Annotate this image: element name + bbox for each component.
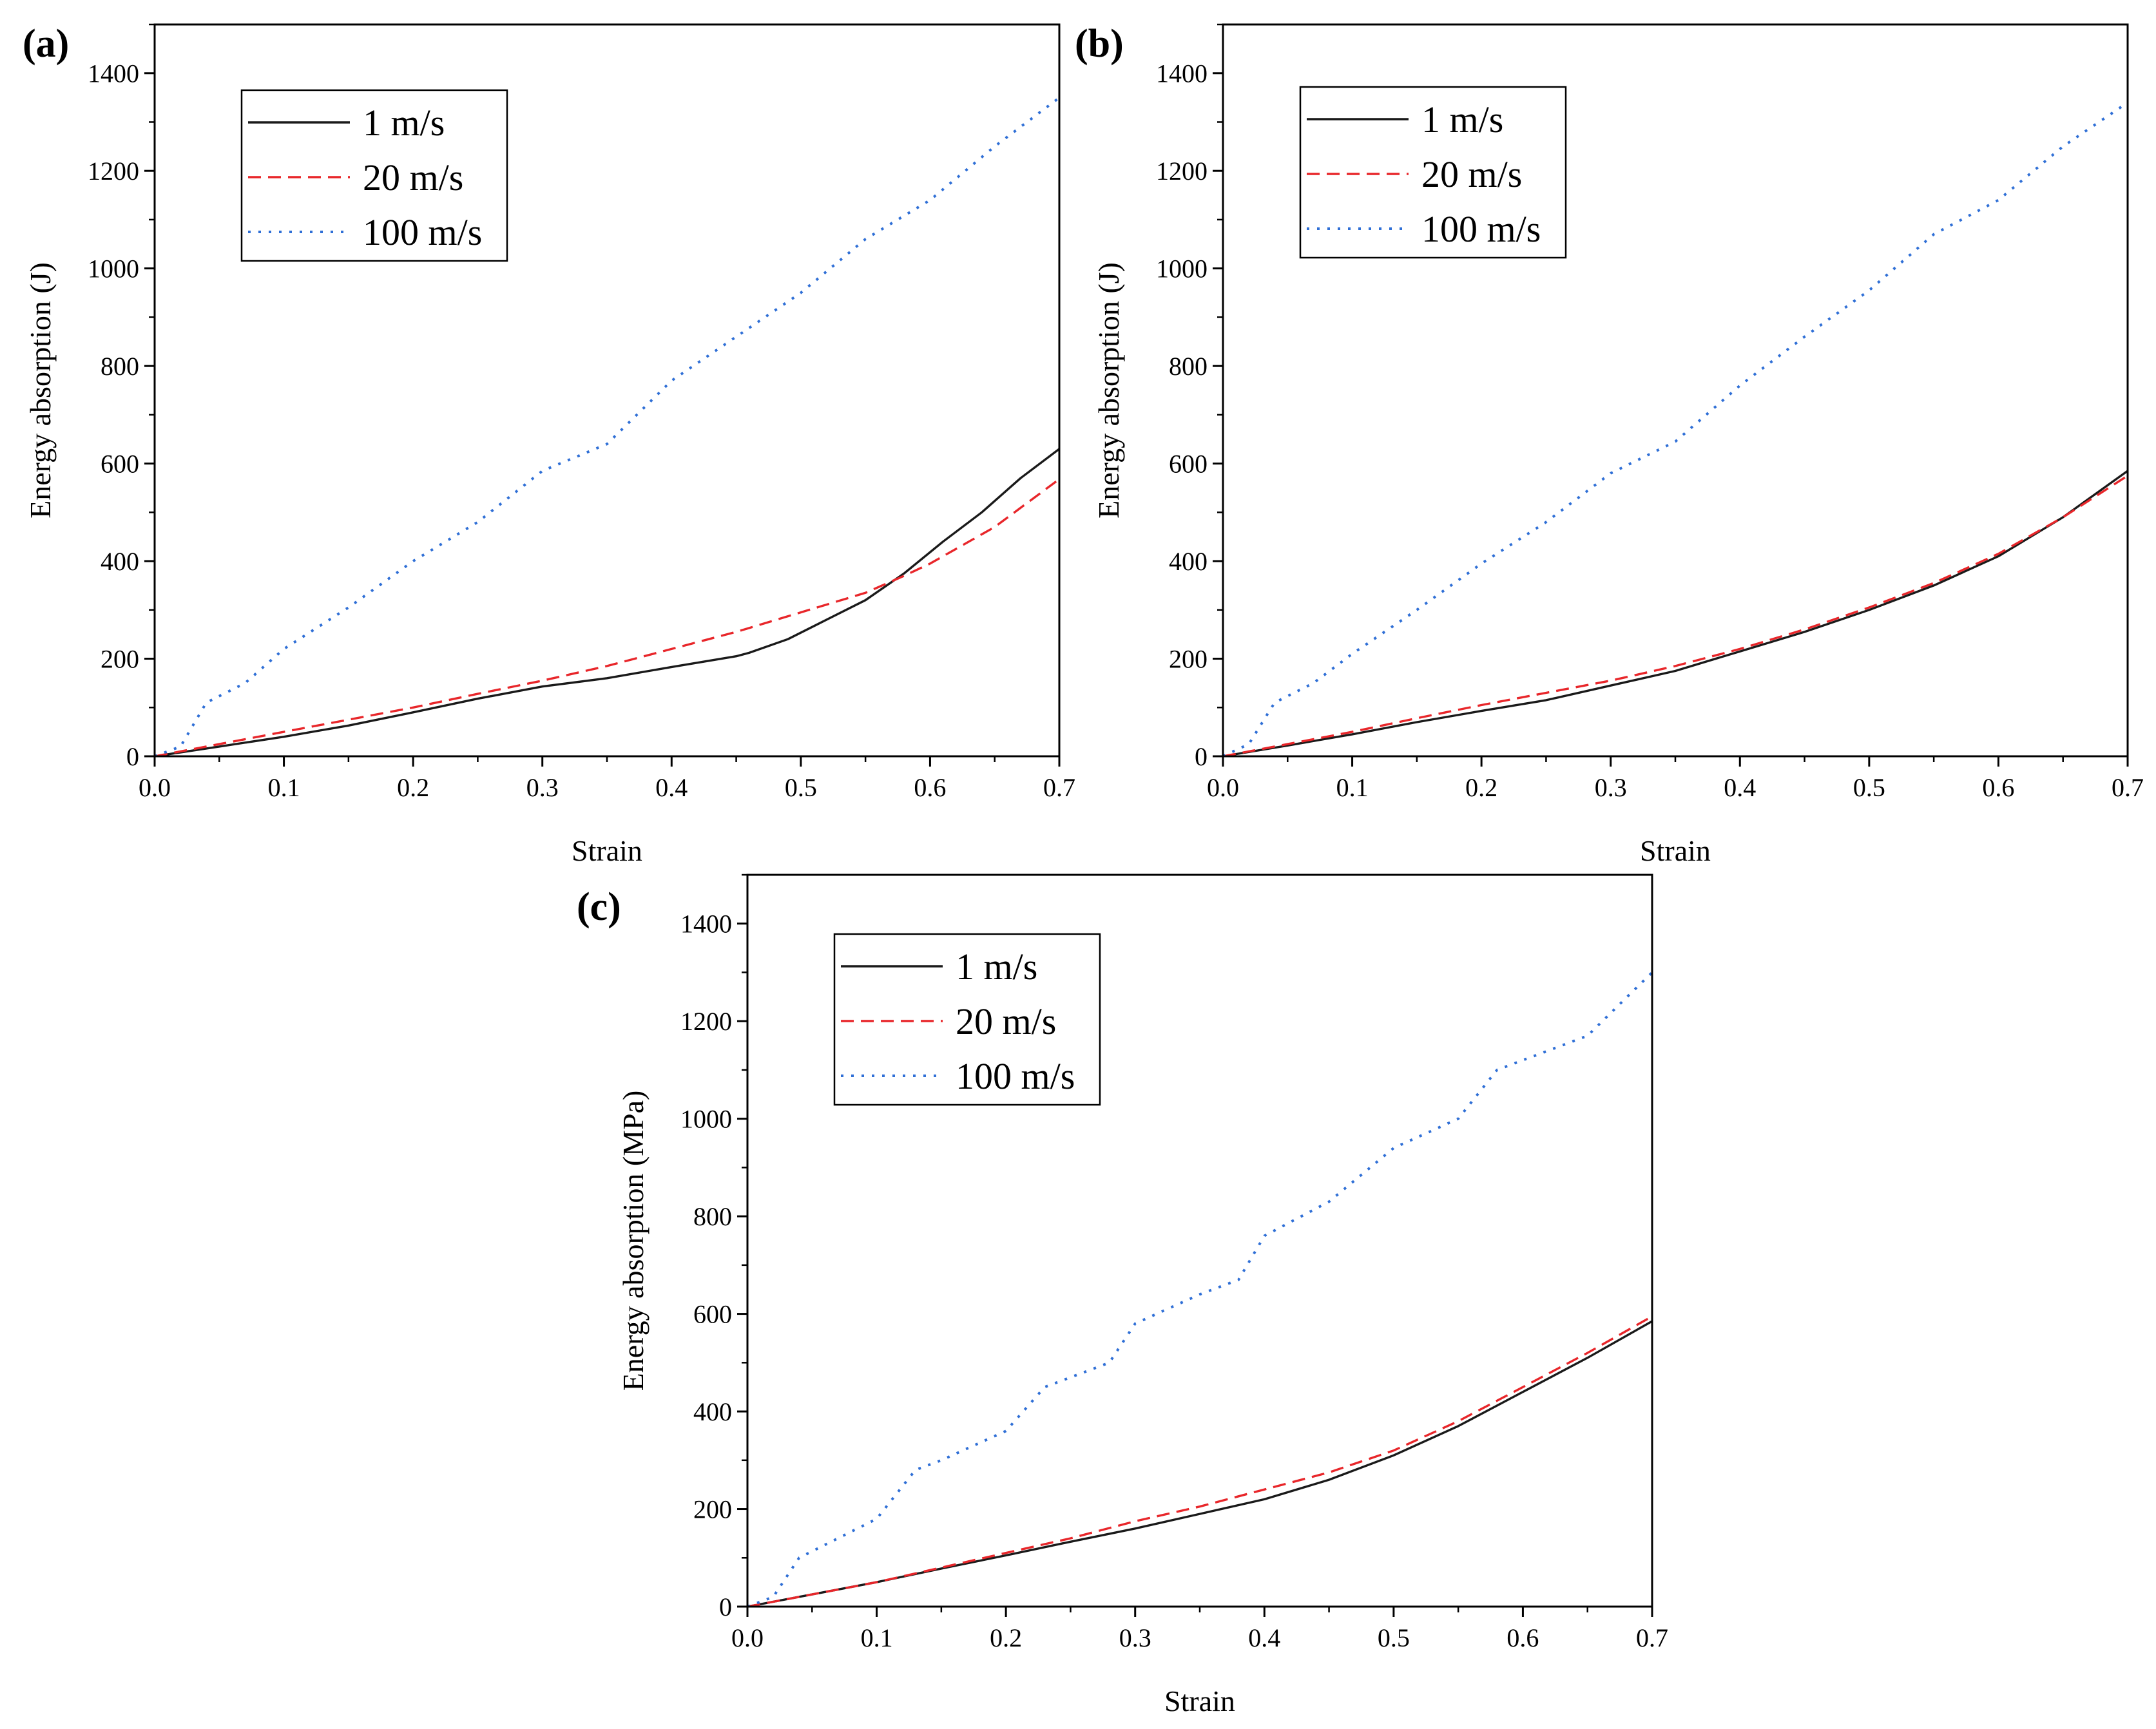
y-tick-label: 200 xyxy=(1169,645,1208,674)
y-tick-label: 1000 xyxy=(88,254,139,283)
legend: 1 m/s 20 m/s 100 m/s xyxy=(1299,86,1567,259)
series-line-dashed xyxy=(1222,475,2128,758)
legend-label: 100 m/s xyxy=(956,1055,1075,1097)
x-tick-label: 0.1 xyxy=(268,773,300,802)
series-line-dashed xyxy=(747,1315,1653,1608)
y-tick-label: 1400 xyxy=(1156,59,1208,88)
x-tick-label: 0.3 xyxy=(526,773,559,802)
y-axis-title: Energy absorption (J) xyxy=(1092,262,1125,519)
y-axis-title: Energy absorption (MPa) xyxy=(617,1091,650,1391)
y-tick-label: 1000 xyxy=(680,1105,732,1134)
y-tick-label: 1400 xyxy=(88,59,139,88)
y-tick-label: 1000 xyxy=(1156,254,1208,283)
y-tick-label: 600 xyxy=(693,1300,732,1329)
panel-label: (b) xyxy=(1075,22,1124,66)
legend-label: 1 m/s xyxy=(1421,99,1503,140)
x-tick-label: 0.5 xyxy=(1853,773,1885,802)
x-tick-label: 0.6 xyxy=(1506,1623,1539,1652)
y-tick-label: 600 xyxy=(101,450,139,479)
y-axis-title: Energy absorption (J) xyxy=(24,262,57,519)
x-axis-title: Strain xyxy=(1640,834,1711,867)
y-tick-label: 0 xyxy=(1195,742,1208,771)
x-tick-label: 0.7 xyxy=(1043,773,1075,802)
panel-label: (a) xyxy=(23,22,69,66)
y-tick-label: 1200 xyxy=(680,1007,732,1036)
series-line-solid xyxy=(154,448,1061,758)
series-line-solid xyxy=(1222,470,2128,758)
x-axis-title: Strain xyxy=(1164,1685,1235,1717)
y-tick-label: 200 xyxy=(693,1495,732,1524)
y-tick-label: 0 xyxy=(126,742,139,771)
x-tick-label: 0.0 xyxy=(1207,773,1239,802)
series-line-dotted xyxy=(1222,101,2129,758)
x-tick-label: 0.4 xyxy=(1724,773,1756,802)
x-tick-label: 0.1 xyxy=(1336,773,1369,802)
legend-label: 100 m/s xyxy=(1421,208,1541,250)
x-tick-label: 0.6 xyxy=(1982,773,2014,802)
legend-label: 20 m/s xyxy=(363,157,463,198)
x-tick-label: 0.2 xyxy=(990,1623,1022,1652)
y-tick-label: 200 xyxy=(101,645,139,674)
x-axis-title: Strain xyxy=(572,834,642,867)
y-tick-label: 600 xyxy=(1169,450,1208,479)
y-tick-label: 400 xyxy=(693,1397,732,1426)
panel-label: (c) xyxy=(577,885,621,929)
x-tick-label: 0.2 xyxy=(1465,773,1497,802)
x-tick-label: 0.5 xyxy=(785,773,817,802)
x-tick-label: 0.5 xyxy=(1378,1623,1410,1652)
legend-box xyxy=(1299,86,1567,259)
legend-label: 20 m/s xyxy=(1421,153,1522,195)
legend-box xyxy=(833,933,1101,1106)
series-line-solid xyxy=(747,1320,1653,1608)
series-line-dotted xyxy=(747,971,1653,1608)
chart-panel-3: (c) 0.0 0.1 0.2 0.3 0.4 0.5 0.6 0.7 0 200 400 600 800… xyxy=(577,874,1668,1717)
x-tick-label: 0.0 xyxy=(731,1623,764,1652)
y-tick-label: 800 xyxy=(101,352,139,381)
x-tick-label: 0.0 xyxy=(139,773,171,802)
y-tick-label: 800 xyxy=(693,1202,732,1231)
chart-panel-1: (a) 0.0 0.1 0.2 0.3 0.4 0.5 0.6 0.7 0 200 400 600 800… xyxy=(23,22,1075,867)
legend: 1 m/s 20 m/s 100 m/s xyxy=(833,933,1101,1106)
series-line-dashed xyxy=(154,478,1061,758)
legend-label: 100 m/s xyxy=(363,211,482,253)
y-tick-label: 800 xyxy=(1169,352,1208,381)
y-tick-label: 1400 xyxy=(680,910,732,939)
x-tick-label: 0.3 xyxy=(1595,773,1627,802)
y-tick-label: 1200 xyxy=(1156,157,1208,186)
x-tick-label: 0.4 xyxy=(655,773,688,802)
x-tick-label: 0.1 xyxy=(861,1623,893,1652)
x-tick-label: 0.4 xyxy=(1248,1623,1280,1652)
x-tick-label: 0.6 xyxy=(914,773,946,802)
x-tick-label: 0.7 xyxy=(1636,1623,1668,1652)
legend-label: 1 m/s xyxy=(363,102,445,144)
legend-box xyxy=(240,89,508,262)
legend-label: 1 m/s xyxy=(956,946,1037,988)
x-tick-label: 0.7 xyxy=(2112,773,2144,802)
x-tick-label: 0.2 xyxy=(397,773,429,802)
y-tick-label: 0 xyxy=(719,1592,732,1621)
y-tick-label: 400 xyxy=(101,547,139,576)
chart-panel-2: (b) 0.0 0.1 0.2 0.3 0.4 0.5 0.6 0.7 0 200 400 600 800… xyxy=(1075,22,2144,867)
legend-label: 20 m/s xyxy=(956,1000,1056,1042)
legend: 1 m/s 20 m/s 100 m/s xyxy=(240,89,508,262)
y-tick-label: 1200 xyxy=(88,157,139,186)
x-tick-label: 0.3 xyxy=(1119,1623,1151,1652)
y-tick-label: 400 xyxy=(1169,547,1208,576)
